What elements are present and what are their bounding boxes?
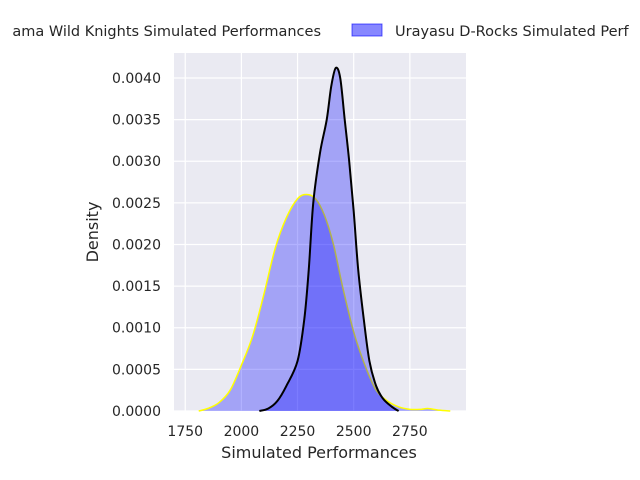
x-tick-label: 2500: [336, 424, 372, 440]
grid-lines: [174, 53, 466, 412]
y-axis: 0.0000 0.0005 0.0010 0.0015 0.0020 0.0025 0.00…: [112, 71, 161, 420]
y-tick-label: 0.0000: [112, 404, 161, 420]
y-tick-label: 0.0030: [112, 154, 161, 170]
x-axis: 1750 2000 2250 2500 2750: [167, 424, 427, 440]
x-tick-label: 2250: [280, 424, 316, 440]
y-tick-label: 0.0005: [112, 362, 161, 378]
y-tick-label: 0.0020: [112, 237, 161, 253]
legend: ama Wild Knights Simulated Performances …: [12, 23, 629, 40]
x-axis-label: Simulated Performances: [221, 443, 417, 462]
density-line-urayasu: [259, 66, 400, 412]
series-layer: [198, 66, 451, 412]
x-tick-label: 2000: [224, 424, 260, 440]
x-tick-label: 2750: [392, 424, 428, 440]
plot-area: [174, 53, 466, 411]
y-tick-label: 0.0025: [112, 196, 161, 212]
y-tick-label: 0.0015: [112, 279, 161, 295]
density-area-saitama: [198, 194, 451, 411]
y-tick-label: 0.0035: [112, 113, 161, 129]
legend-label-saitama: ama Wild Knights Simulated Performances: [12, 24, 321, 40]
y-tick-label: 0.0010: [112, 321, 161, 337]
x-tick-label: 1750: [167, 424, 203, 440]
legend-swatch-urayasu: [351, 23, 383, 37]
y-tick-label: 0.0040: [112, 71, 161, 87]
legend-label-urayasu: Urayasu D-Rocks Simulated Perf: [395, 24, 629, 40]
density-line-saitama: [198, 193, 451, 412]
y-axis-label: Density: [83, 202, 102, 263]
